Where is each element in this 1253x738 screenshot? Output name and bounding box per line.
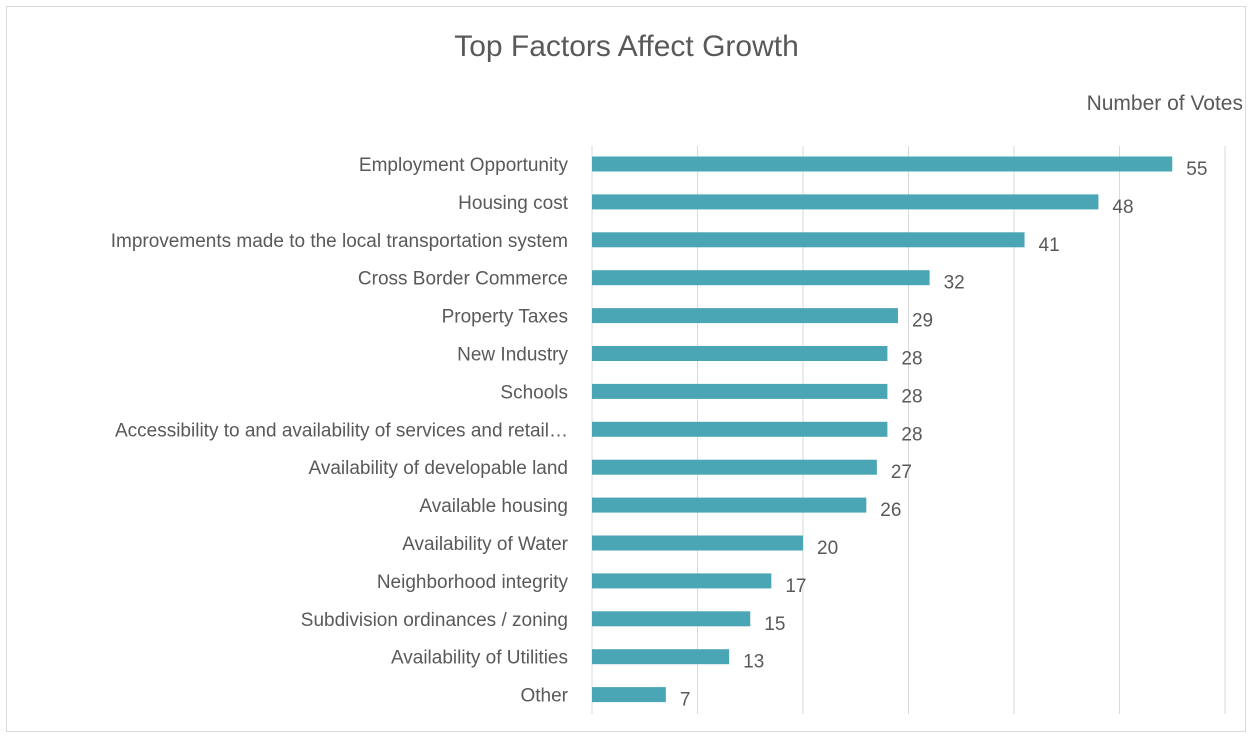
bar: [592, 649, 730, 665]
data-label: 28: [901, 386, 922, 407]
data-label: 7: [680, 690, 691, 711]
data-label: 13: [743, 652, 764, 673]
bar: [592, 573, 772, 589]
category-label: Availability of Utilities: [391, 648, 568, 669]
category-label: Improvements made to the local transport…: [111, 231, 568, 252]
category-label: Employment Opportunity: [359, 155, 569, 176]
data-label: 27: [891, 462, 912, 483]
bar: [592, 421, 888, 437]
bar: [592, 156, 1173, 172]
bar: [592, 270, 930, 286]
data-label: 28: [901, 349, 922, 370]
category-label: Other: [520, 686, 568, 707]
bar: [592, 497, 867, 513]
bar: [592, 459, 877, 475]
data-label: 41: [1039, 235, 1060, 256]
bar: [592, 611, 751, 627]
category-label: Schools: [500, 382, 568, 403]
chart-title: Top Factors Affect Growth: [454, 30, 799, 63]
bar: [592, 308, 898, 324]
data-label: 15: [764, 614, 785, 635]
bar: [592, 194, 1099, 210]
category-label: Housing cost: [458, 193, 569, 214]
bar: [592, 383, 888, 399]
category-label: New Industry: [457, 345, 568, 366]
category-label: Subdivision ordinances / zoning: [301, 610, 568, 631]
bar: [592, 687, 666, 703]
data-label: 28: [901, 424, 922, 445]
data-label: 26: [880, 500, 901, 521]
category-label: Available housing: [419, 496, 568, 517]
bar: [592, 232, 1025, 248]
bar: [592, 535, 803, 551]
data-label: 55: [1186, 159, 1207, 180]
data-label: 20: [817, 538, 838, 559]
category-label: Cross Border Commerce: [358, 269, 568, 290]
category-label: Neighborhood integrity: [377, 572, 569, 593]
data-label: 48: [1112, 197, 1133, 218]
data-label: 17: [785, 576, 806, 597]
category-label: Availability of developable land: [309, 458, 569, 479]
chart-frame: [6, 6, 1246, 732]
category-label: Accessibility to and availability of ser…: [115, 420, 568, 441]
x-axis-title: Number of Votes: [1086, 92, 1243, 115]
data-label: 32: [944, 273, 965, 294]
category-label: Property Taxes: [442, 307, 568, 328]
bar: [592, 346, 888, 361]
data-label: 29: [912, 311, 933, 332]
category-label: Availability of Water: [402, 534, 568, 555]
